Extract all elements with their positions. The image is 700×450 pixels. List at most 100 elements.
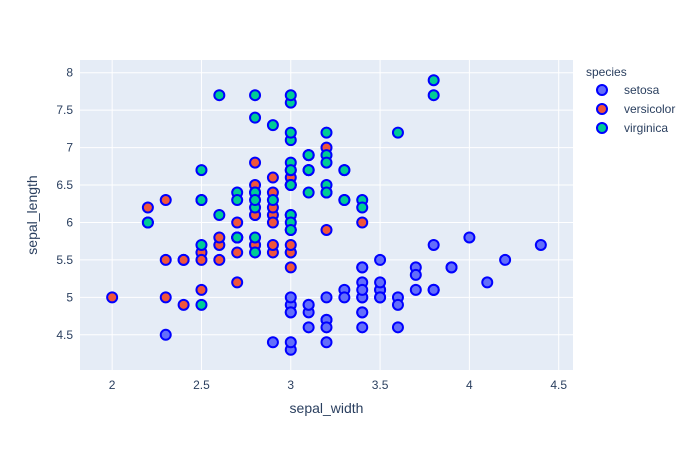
data-point-setosa [356, 283, 369, 296]
data-point-setosa [356, 321, 369, 334]
data-point-setosa [320, 291, 333, 304]
data-point-setosa [391, 298, 404, 311]
x-tick-label: 2 [109, 378, 116, 392]
data-point-versicolor [213, 231, 226, 244]
data-point-virginica [231, 231, 244, 244]
data-point-versicolor [159, 194, 172, 207]
data-point-virginica [356, 201, 369, 214]
data-point-setosa [302, 298, 315, 311]
data-point-virginica [249, 111, 262, 124]
data-point-virginica [427, 89, 440, 102]
data-point-versicolor [284, 238, 297, 251]
data-point-virginica [195, 194, 208, 207]
y-tick-label: 5 [66, 290, 73, 304]
legend-item-versicolor[interactable]: versicolor [596, 102, 675, 116]
data-point-versicolor [141, 201, 154, 214]
data-point-setosa [356, 261, 369, 274]
data-point-setosa [356, 306, 369, 319]
legend[interactable]: species setosa versicolor virginica [586, 65, 675, 135]
data-point-setosa [338, 291, 351, 304]
legend-item-setosa[interactable]: setosa [596, 83, 660, 97]
data-point-versicolor [356, 216, 369, 229]
y-tick-label: 6.5 [56, 178, 73, 192]
series-setosa [159, 231, 547, 356]
data-point-setosa [427, 238, 440, 251]
x-tick-label: 4 [466, 378, 473, 392]
data-point-versicolor [320, 223, 333, 236]
data-point-virginica [284, 223, 297, 236]
data-point-virginica [266, 194, 279, 207]
data-point-virginica [338, 164, 351, 177]
data-point-virginica [302, 164, 315, 177]
data-point-setosa [159, 328, 172, 341]
legend-title: species [586, 65, 627, 79]
y-tick-label: 8 [66, 66, 73, 80]
data-point-virginica [141, 216, 154, 229]
data-point-virginica [195, 238, 208, 251]
data-point-setosa [284, 291, 297, 304]
data-point-virginica [195, 298, 208, 311]
data-point-setosa [374, 276, 387, 289]
legend-marker [596, 103, 608, 115]
data-point-versicolor [195, 283, 208, 296]
legend-marker [596, 122, 608, 134]
data-point-virginica [249, 89, 262, 102]
data-point-virginica [320, 156, 333, 169]
legend-item-virginica[interactable]: virginica [596, 121, 668, 135]
data-point-virginica [284, 164, 297, 177]
data-point-virginica [427, 74, 440, 87]
data-point-setosa [302, 321, 315, 334]
data-point-setosa [374, 253, 387, 266]
legend-label: versicolor [624, 102, 675, 116]
data-point-versicolor [195, 253, 208, 266]
x-tick-label: 4.5 [550, 378, 567, 392]
data-point-versicolor [177, 253, 190, 266]
data-point-versicolor [159, 253, 172, 266]
y-tick-label: 7.5 [56, 103, 73, 117]
x-tick-label: 3 [287, 378, 294, 392]
x-axis-title: sepal_width [290, 400, 364, 416]
y-tick-label: 4.5 [56, 328, 73, 342]
data-point-virginica [249, 194, 262, 207]
data-point-setosa [481, 276, 494, 289]
data-point-virginica [266, 119, 279, 132]
data-point-versicolor [159, 291, 172, 304]
data-point-virginica [213, 209, 226, 221]
data-point-setosa [409, 268, 422, 281]
data-point-virginica [302, 186, 315, 199]
data-point-setosa [445, 261, 458, 274]
data-point-setosa [409, 283, 422, 296]
data-point-virginica [284, 126, 297, 139]
x-tick-label: 2.5 [193, 378, 210, 392]
data-point-setosa [391, 321, 404, 334]
data-point-versicolor [106, 291, 119, 304]
data-point-versicolor [231, 216, 244, 229]
data-point-versicolor [231, 276, 244, 289]
y-tick-label: 6 [66, 215, 73, 229]
data-point-versicolor [266, 171, 279, 184]
x-axis-ticks: 2 2.5 3 3.5 4 4.5 [109, 378, 568, 392]
data-point-virginica [302, 149, 315, 162]
data-point-virginica [195, 164, 208, 177]
data-point-setosa [284, 336, 297, 349]
data-point-setosa [266, 336, 279, 349]
legend-label: virginica [624, 121, 668, 135]
data-point-versicolor [266, 216, 279, 229]
data-point-virginica [320, 186, 333, 199]
data-point-versicolor [177, 298, 190, 311]
legend-marker [596, 84, 608, 96]
data-point-setosa [534, 238, 547, 251]
y-tick-label: 5.5 [56, 253, 73, 267]
data-point-versicolor [266, 238, 279, 251]
data-point-setosa [499, 253, 512, 266]
data-point-versicolor [231, 246, 244, 259]
data-point-virginica [249, 246, 262, 259]
data-point-virginica [338, 194, 351, 207]
data-point-setosa [320, 321, 333, 334]
data-point-setosa [374, 291, 387, 304]
data-point-setosa [463, 231, 476, 244]
data-point-setosa [427, 283, 440, 296]
legend-label: setosa [624, 83, 660, 97]
data-point-setosa [320, 336, 333, 349]
